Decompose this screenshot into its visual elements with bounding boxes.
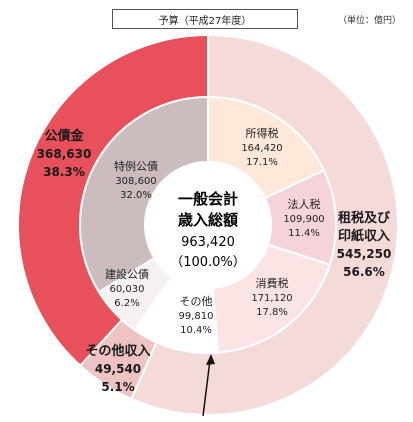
pointer-arrow: [202, 354, 215, 417]
outer-label-value-2: 49,540: [95, 362, 141, 376]
center-title-line1: 一般会計: [178, 190, 238, 208]
inner-label-pct-5: 10.4%: [180, 325, 212, 336]
outer-label-value-0: 368,630: [37, 147, 92, 161]
inner-label-pct-0: 32.0%: [120, 190, 152, 201]
inner-label-value-1: 60,030: [110, 284, 145, 295]
budget-year-box: 予算（平成27年度）: [112, 9, 298, 29]
inner-label-name-4: 消費税: [256, 276, 289, 290]
center-title-line2: 歳入総額: [178, 211, 238, 229]
inner-label-value-5: 99,810: [179, 311, 214, 322]
inner-label-name-0: 特例公債: [114, 159, 158, 173]
unit-label: （単位：億円）: [337, 16, 401, 26]
inner-label-value-2: 164,420: [241, 143, 282, 154]
inner-label-value-0: 308,600: [115, 176, 156, 187]
center-label: 一般会計 歳入総額 963,420 （100.0%）: [170, 190, 246, 270]
inner-label-pct-1: 6.2%: [114, 298, 139, 309]
inner-label-name-2: 所得税: [246, 126, 279, 140]
center-total-pct: （100.0%）: [170, 255, 246, 270]
outer-label-name-line1-1: 租税及び: [338, 210, 391, 226]
inner-label-value-4: 171,120: [251, 293, 292, 304]
outer-label-value-1: 545,250: [337, 247, 392, 261]
inner-label-pct-2: 17.1%: [246, 157, 278, 168]
inner-label-pct-3: 11.4%: [288, 228, 320, 239]
outer-label-name-0: 公債金: [44, 128, 84, 144]
inner-label-name-1: 建設公債: [105, 267, 149, 281]
outer-label-name-line2-1: 印紙収入: [338, 228, 390, 244]
outer-label-pct-1: 56.6%: [343, 265, 385, 279]
inner-label-name-3: 法人税: [288, 197, 321, 211]
budget-year-label: 予算（平成27年度）: [158, 15, 252, 27]
inner-label-pct-4: 17.8%: [256, 307, 288, 318]
center-total-value: 963,420: [181, 235, 235, 250]
inner-label-name-5: その他: [180, 295, 213, 308]
labels: 特例公債 308,600 32.0% 建設公債 60,030 6.2% 所得税 164,420…: [37, 126, 392, 394]
center-circle: [145, 162, 271, 288]
outer-label-name-2: その他収入: [85, 343, 150, 359]
outer-label-pct-2: 5.1%: [101, 380, 134, 394]
inner-label-value-3: 109,900: [283, 214, 324, 225]
outer-label-pct-0: 38.3%: [43, 165, 85, 179]
